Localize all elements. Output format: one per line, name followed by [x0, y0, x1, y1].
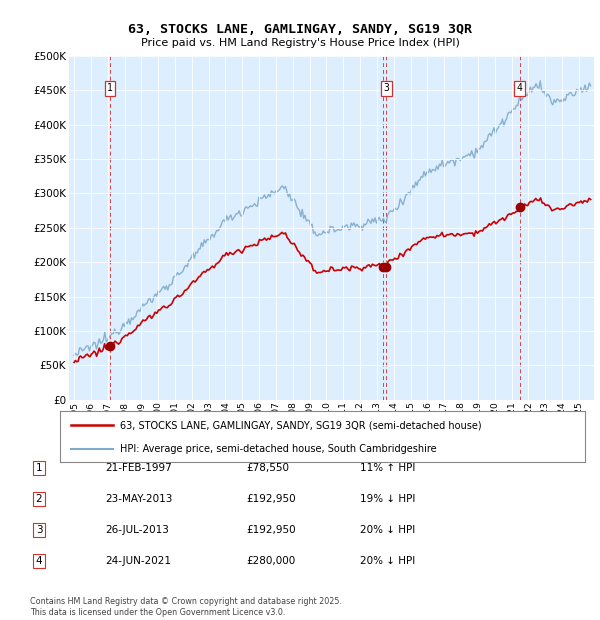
Text: 21-FEB-1997: 21-FEB-1997 — [105, 463, 172, 473]
Text: 19% ↓ HPI: 19% ↓ HPI — [360, 494, 415, 504]
Text: 3: 3 — [383, 84, 389, 94]
Text: £280,000: £280,000 — [246, 556, 295, 566]
Text: 63, STOCKS LANE, GAMLINGAY, SANDY, SG19 3QR: 63, STOCKS LANE, GAMLINGAY, SANDY, SG19 … — [128, 23, 472, 36]
Text: 1: 1 — [107, 84, 113, 94]
Text: 3: 3 — [35, 525, 43, 535]
Text: £192,950: £192,950 — [246, 494, 296, 504]
Text: 4: 4 — [517, 84, 523, 94]
Text: 2: 2 — [35, 494, 43, 504]
Text: 1: 1 — [35, 463, 43, 473]
Text: HPI: Average price, semi-detached house, South Cambridgeshire: HPI: Average price, semi-detached house,… — [121, 444, 437, 454]
Text: 20% ↓ HPI: 20% ↓ HPI — [360, 556, 415, 566]
Text: £78,550: £78,550 — [246, 463, 289, 473]
Text: 20% ↓ HPI: 20% ↓ HPI — [360, 525, 415, 535]
Text: 23-MAY-2013: 23-MAY-2013 — [105, 494, 172, 504]
Text: 26-JUL-2013: 26-JUL-2013 — [105, 525, 169, 535]
Text: Price paid vs. HM Land Registry's House Price Index (HPI): Price paid vs. HM Land Registry's House … — [140, 38, 460, 48]
Text: 63, STOCKS LANE, GAMLINGAY, SANDY, SG19 3QR (semi-detached house): 63, STOCKS LANE, GAMLINGAY, SANDY, SG19 … — [121, 420, 482, 430]
Text: 24-JUN-2021: 24-JUN-2021 — [105, 556, 171, 566]
Text: 11% ↑ HPI: 11% ↑ HPI — [360, 463, 415, 473]
Text: 4: 4 — [35, 556, 43, 566]
Text: £192,950: £192,950 — [246, 525, 296, 535]
Text: Contains HM Land Registry data © Crown copyright and database right 2025.
This d: Contains HM Land Registry data © Crown c… — [30, 598, 342, 617]
